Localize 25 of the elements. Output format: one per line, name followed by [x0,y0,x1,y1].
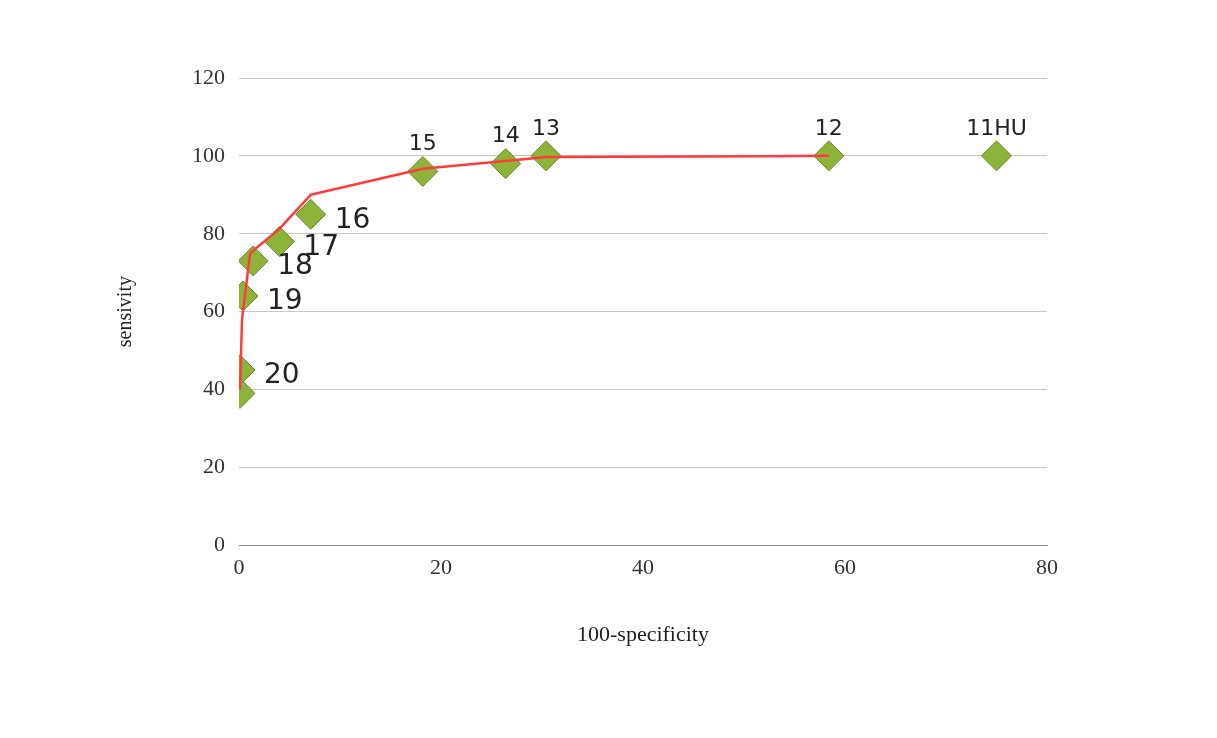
x-tick-label: 40 [632,554,654,580]
annotation: 16 [334,201,371,235]
annotation: 19 [267,283,303,317]
y-tick-label: 100 [192,141,225,167]
x-tick-label: 80 [1036,554,1058,580]
annotation: 20 [264,357,300,391]
annotation: 15 [408,130,437,156]
point [981,140,1012,172]
x-tick-label: 0 [233,554,245,580]
annotation: 12 [814,114,843,140]
point [813,140,845,172]
x-tick-label: 60 [834,554,856,580]
y-tick-label: 0 [214,530,225,556]
annotation: 13 [532,114,561,140]
y-axis-title: sensivity [113,276,137,348]
x-axis-title: 100-specificity [577,620,709,646]
annotation: 14 [491,122,520,148]
y-tick-label: 80 [203,219,225,245]
point [295,198,327,230]
y-tick-label: 20 [203,453,225,479]
y-tick-label: 60 [203,297,225,323]
x-tick-label: 20 [430,554,452,580]
y-tick-label: 120 [192,63,225,89]
y-tick-label: 40 [203,375,225,401]
annotation: 11HU [966,114,1027,140]
